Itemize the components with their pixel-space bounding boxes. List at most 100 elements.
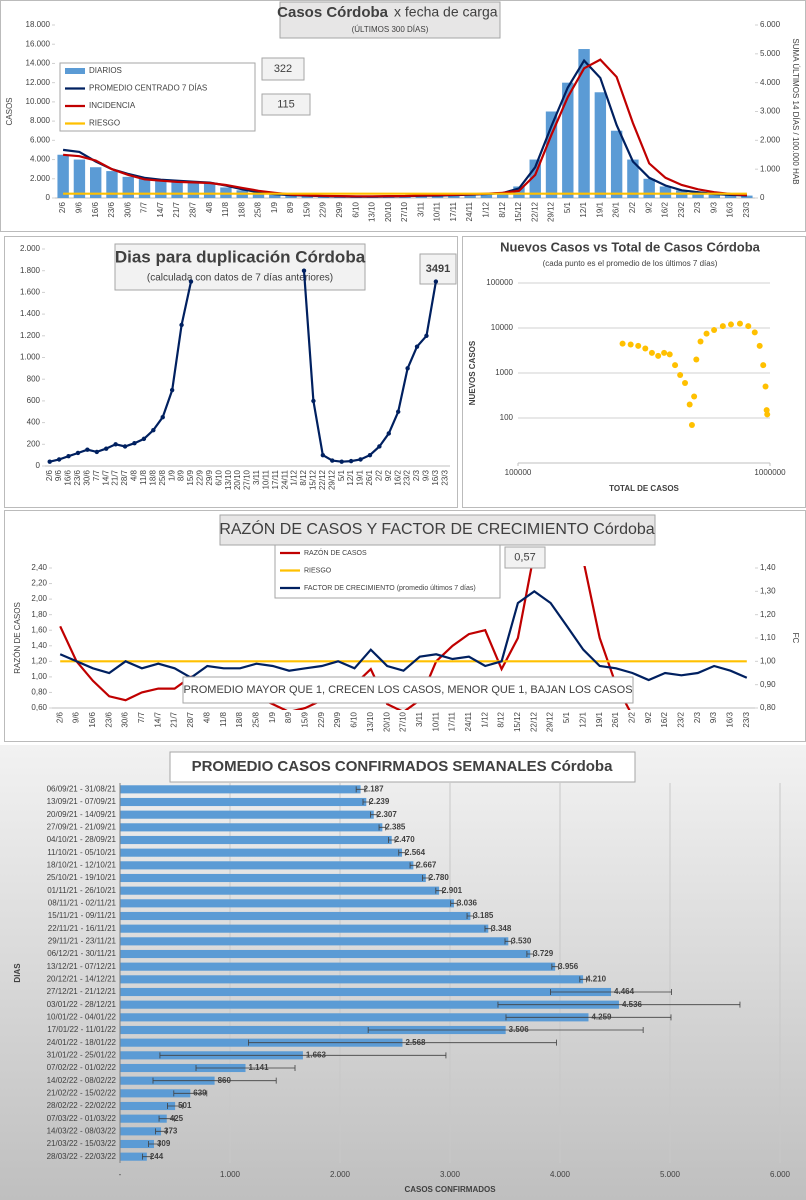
x-tick-label: 28/7: [188, 201, 197, 217]
error-bar: [248, 1039, 557, 1046]
x-tick-label: 29/12: [546, 711, 555, 732]
bar: [122, 176, 134, 198]
y-tick-label: 28/03/22 - 22/03/22: [47, 1152, 117, 1161]
chart-subtitle: (cada punto es el promedio de los último…: [543, 259, 718, 268]
marker: [141, 436, 147, 442]
bar: [120, 785, 361, 794]
value-label: 244: [150, 1152, 164, 1161]
bar: [496, 192, 509, 198]
x-tick-label: 6/10: [351, 201, 360, 217]
x-tick-label: 15/12: [309, 469, 318, 490]
y-tick-label: 2.000: [30, 174, 51, 183]
y-tick-label: 27/09/21 - 21/09/21: [47, 822, 117, 831]
y-tick-label: 1,20: [31, 656, 47, 665]
error-bar: [158, 1115, 175, 1122]
error-bar: [173, 1090, 208, 1097]
x-tick-label: 15/9: [301, 711, 310, 727]
x-tick-label: 24/11: [465, 201, 474, 221]
marker: [377, 444, 382, 449]
bar: [692, 192, 704, 198]
chart-title: RAZÓN DE CASOS Y FACTOR DE CRECIMIENTO C…: [219, 519, 654, 538]
bar: [643, 178, 655, 198]
error-bar: [450, 900, 458, 907]
x-tick-label: 21/7: [172, 201, 181, 217]
marker: [94, 449, 100, 455]
legend-label: FACTOR DE CRECIMIENTO (promedio últimos …: [304, 585, 476, 592]
bar: [120, 1063, 246, 1073]
x-tick-label: 1000000: [754, 468, 786, 477]
value-label: 639: [193, 1088, 207, 1097]
x-tick-label: 19/1: [595, 201, 604, 217]
x-tick-label: 29/9: [333, 711, 342, 727]
x-tick-label: 1/12: [290, 469, 299, 485]
error-bar: [435, 887, 443, 894]
chart-title: Casos Córdoba: [277, 4, 389, 21]
value-label: 860: [218, 1076, 232, 1085]
x-tick-label: 20/10: [233, 469, 242, 490]
x-tick-label: 22/12: [530, 201, 539, 222]
label-box: [419, 253, 457, 285]
y-tick-label: 1.800: [20, 266, 41, 275]
point: [745, 323, 752, 330]
point: [635, 342, 642, 349]
annotation: 0,57: [514, 551, 535, 563]
point: [760, 362, 767, 369]
axis-title: CASOS: [5, 97, 14, 125]
point: [697, 338, 704, 345]
x-tick-label: 8/12: [299, 469, 308, 485]
value-label: 501: [178, 1101, 192, 1110]
error-bar: [159, 1052, 447, 1059]
x-tick-label: 13/10: [366, 711, 375, 732]
marker: [301, 268, 307, 273]
marker: [405, 366, 410, 371]
bar: [120, 911, 471, 921]
value-label: 2.667: [416, 860, 437, 869]
error-bar: [526, 951, 534, 957]
bar: [431, 195, 444, 198]
y-tick-label: 31/01/22 - 25/01/22: [47, 1050, 117, 1059]
bar: [448, 195, 460, 198]
x-tick-label: 9/6: [75, 201, 84, 213]
x-tick-label: 17/11: [449, 201, 458, 221]
value-label: 4.210: [586, 974, 607, 983]
x-tick-label: 22/9: [317, 711, 326, 727]
marker: [151, 427, 156, 433]
y-tick-label: 04/10/21 - 28/09/21: [47, 835, 117, 844]
x-tick-label: 6.000: [770, 1170, 791, 1179]
bar: [252, 193, 265, 198]
y-tick-label: 2.000: [760, 135, 781, 144]
x-tick-label: 19/1: [595, 711, 604, 727]
x-tick-label: 3/11: [416, 201, 425, 217]
x-tick-label: 1/9: [268, 711, 277, 723]
line: [63, 58, 747, 198]
panel: [0, 745, 806, 1200]
y-tick-label: 20/12/21 - 14/12/21: [47, 974, 117, 983]
y-tick-label: 07/02/22 - 01/02/22: [47, 1063, 117, 1072]
y-tick-label: 1000: [495, 368, 513, 377]
value-label: 3.729: [533, 949, 554, 958]
x-tick-label: 1/9: [270, 201, 279, 213]
bar: [120, 1152, 147, 1161]
axis-title: FC: [791, 633, 800, 644]
y-tick-label: 29/11/21 - 23/11/21: [48, 936, 117, 945]
y-tick-label: 6.000: [30, 135, 51, 144]
legend-label: INCIDENCIA: [89, 101, 136, 110]
x-tick-label: 23/2: [677, 711, 686, 727]
y-tick-label: 1,60: [31, 625, 47, 634]
point: [756, 342, 763, 349]
value-label: 3.506: [509, 1025, 530, 1034]
x-tick-label: 16/2: [661, 201, 670, 217]
value-label: 1.141: [249, 1063, 270, 1072]
label-box: [59, 62, 256, 132]
marker: [56, 457, 62, 462]
y-tick-label: 200: [27, 439, 41, 448]
point: [627, 341, 634, 348]
x-tick-label: 8/9: [284, 711, 293, 723]
legend-label: PROMEDIO CENTRADO 7 DÍAS: [89, 84, 207, 93]
value-label: 2.470: [395, 835, 416, 844]
bar: [627, 159, 639, 198]
line: [59, 566, 631, 710]
bar: [610, 130, 623, 198]
point: [691, 393, 698, 400]
point: [727, 321, 734, 328]
